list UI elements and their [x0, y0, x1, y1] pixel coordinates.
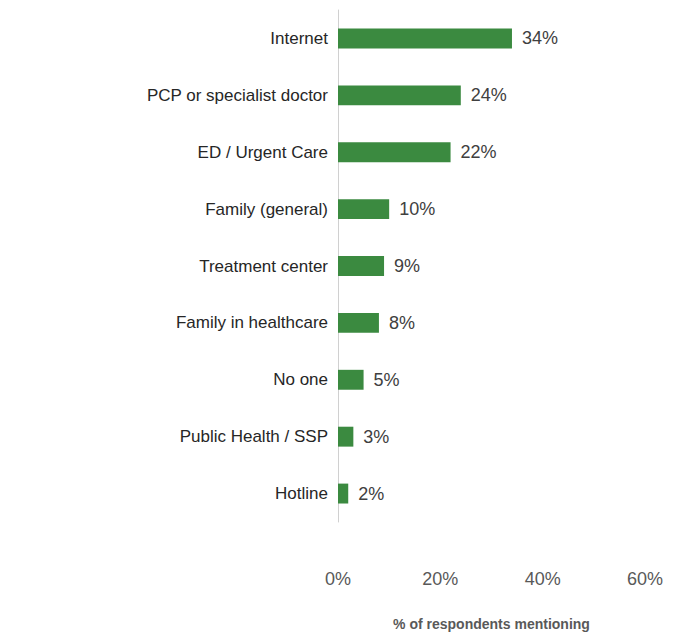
svg-text:0%: 0%	[325, 569, 351, 589]
svg-text:22%: 22%	[461, 142, 497, 162]
svg-text:Treatment center: Treatment center	[199, 257, 328, 276]
svg-text:ED / Urgent Care: ED / Urgent Care	[198, 143, 328, 162]
svg-text:10%: 10%	[399, 199, 435, 219]
svg-text:% of respondents mentioning: % of respondents mentioning	[393, 616, 590, 632]
svg-text:PCP or specialist doctor: PCP or specialist doctor	[147, 86, 328, 105]
svg-text:9%: 9%	[394, 256, 420, 276]
svg-text:8%: 8%	[389, 313, 415, 333]
svg-text:3%: 3%	[363, 427, 389, 447]
svg-text:34%: 34%	[522, 28, 558, 48]
svg-text:Public Health / SSP: Public Health / SSP	[180, 427, 328, 446]
svg-text:60%: 60%	[627, 569, 663, 589]
svg-text:40%: 40%	[525, 569, 561, 589]
svg-text:20%: 20%	[422, 569, 458, 589]
svg-text:Family in healthcare: Family in healthcare	[176, 313, 328, 332]
svg-text:5%: 5%	[374, 370, 400, 390]
svg-text:24%: 24%	[471, 85, 507, 105]
svg-text:2%: 2%	[358, 484, 384, 504]
svg-text:Family (general): Family (general)	[205, 200, 328, 219]
svg-text:No one: No one	[273, 370, 328, 389]
svg-text:Internet: Internet	[270, 29, 328, 48]
svg-text:Hotline: Hotline	[275, 484, 328, 503]
